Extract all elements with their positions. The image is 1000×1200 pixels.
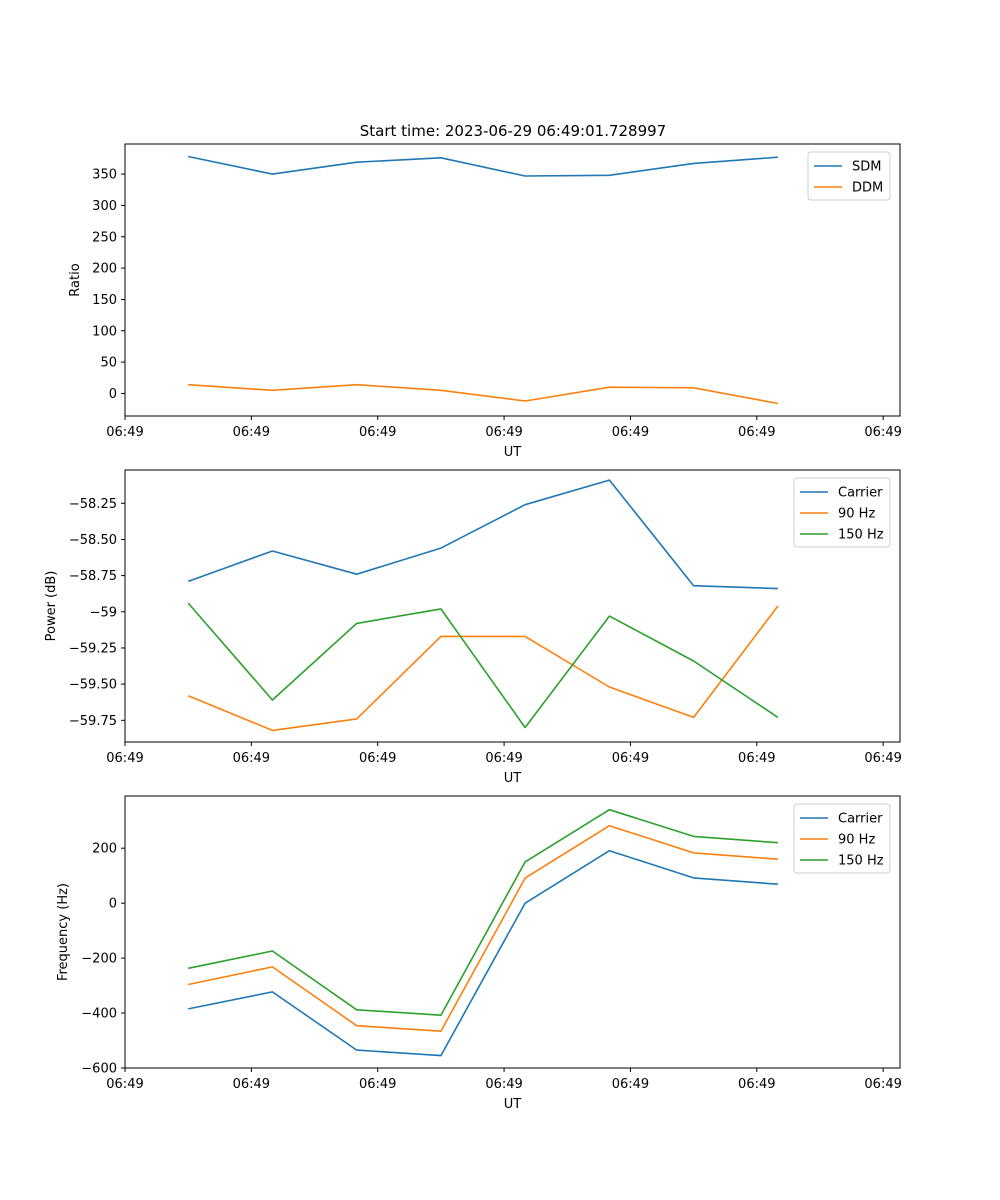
y-axis-label: Frequency (Hz) (56, 883, 71, 981)
legend-label: 150 Hz (838, 854, 884, 869)
legend-label: Carrier (838, 812, 883, 827)
series-line-sdm (188, 155, 778, 177)
y-tick-label: 100 (92, 324, 117, 339)
figure-title: Start time: 2023-06-29 06:49:01.728997 (360, 122, 666, 140)
x-tick-label: 06:49 (359, 425, 396, 440)
x-axis-label: UT (504, 771, 522, 786)
x-tick-label: 06:49 (233, 1077, 270, 1092)
legend: SDM DDM (807, 151, 891, 201)
subplot-2: 06:49 06:49 06:49 06:49 06:49 06:49 06:49 −59.7… (44, 469, 902, 786)
subplots: 06:49 06:49 06:49 06:49 06:49 06:49 06:49 0 50 10… (44, 143, 902, 1112)
x-tick-label: 06:49 (233, 751, 270, 766)
y-tick-label: −600 (81, 1062, 117, 1077)
y-tick-label: 200 (92, 262, 117, 277)
y-tick-label: −400 (81, 1007, 117, 1022)
y-tick-label: 350 (92, 168, 117, 183)
series-line-carrier (188, 849, 778, 1057)
x-tick-label: 06:49 (485, 751, 522, 766)
x-axis-label: UT (504, 445, 522, 460)
legend-label: 150 Hz (838, 528, 884, 543)
y-tick-label: −58.25 (69, 497, 117, 512)
series-line-90-hz (188, 824, 778, 1032)
x-axis-label: UT (504, 1097, 522, 1112)
legend: Carrier 90 Hz 150 Hz (793, 477, 891, 548)
y-tick-label: 300 (92, 199, 117, 214)
series-line-carrier (187, 479, 778, 590)
y-tick-label: −58.50 (69, 533, 117, 548)
y-tick-label: −200 (81, 952, 117, 967)
x-tick-label: 06:49 (612, 751, 649, 766)
x-tick-label: 06:49 (233, 425, 270, 440)
series-line-90-hz (187, 605, 779, 732)
legend-label: SDM (852, 160, 881, 175)
legend-label: DDM (852, 181, 883, 196)
legend-label: 90 Hz (838, 833, 875, 848)
x-tick-label: 06:49 (106, 751, 143, 766)
legend-box (793, 477, 891, 548)
x-tick-label: 06:49 (864, 425, 901, 440)
x-tick-label: 06:49 (485, 1077, 522, 1092)
y-tick-label: 50 (100, 356, 117, 371)
x-tick-label: 06:49 (738, 425, 775, 440)
x-tick-label: 06:49 (359, 1077, 396, 1092)
legend-label: Carrier (838, 486, 883, 501)
y-tick-label: −59.50 (69, 678, 117, 693)
y-tick-label: 250 (92, 230, 117, 245)
subplot-1: 06:49 06:49 06:49 06:49 06:49 06:49 06:49 0 50 10… (68, 143, 902, 460)
y-tick-label: 150 (92, 293, 117, 308)
x-tick-label: 06:49 (738, 751, 775, 766)
x-tick-label: 06:49 (864, 751, 901, 766)
x-tick-label: 06:49 (485, 425, 522, 440)
x-tick-label: 06:49 (738, 1077, 775, 1092)
axes-frame (124, 469, 901, 743)
legend: Carrier 90 Hz 150 Hz (793, 803, 891, 874)
y-axis-label: Ratio (68, 263, 83, 296)
x-tick-label: 06:49 (864, 1077, 901, 1092)
legend-box (793, 803, 891, 874)
y-tick-label: −59 (90, 605, 117, 620)
x-tick-label: 06:49 (106, 1077, 143, 1092)
axes-frame (124, 795, 901, 1069)
subplot-3: 06:49 06:49 06:49 06:49 06:49 06:49 06:49−600−… (56, 795, 902, 1112)
series-line-150-hz (188, 808, 778, 1017)
x-tick-label: 06:49 (612, 425, 649, 440)
y-tick-label: 200 (92, 842, 117, 857)
series-line-ddm (188, 383, 779, 405)
x-tick-label: 06:49 (612, 1077, 649, 1092)
legend-label: 90 Hz (838, 507, 875, 522)
y-tick-label: 0 (109, 387, 117, 402)
x-tick-label: 06:49 (106, 425, 143, 440)
y-axis-label: Power (dB) (44, 571, 59, 642)
y-tick-label: −59.75 (69, 714, 117, 729)
x-tick-label: 06:49 (359, 751, 396, 766)
y-tick-label: −58.75 (69, 569, 117, 584)
axes-frame (124, 143, 901, 417)
y-tick-label: −59.25 (69, 641, 117, 656)
y-tick-label: 0 (109, 897, 117, 912)
legend-box (807, 151, 891, 201)
series-line-150-hz (187, 602, 779, 729)
